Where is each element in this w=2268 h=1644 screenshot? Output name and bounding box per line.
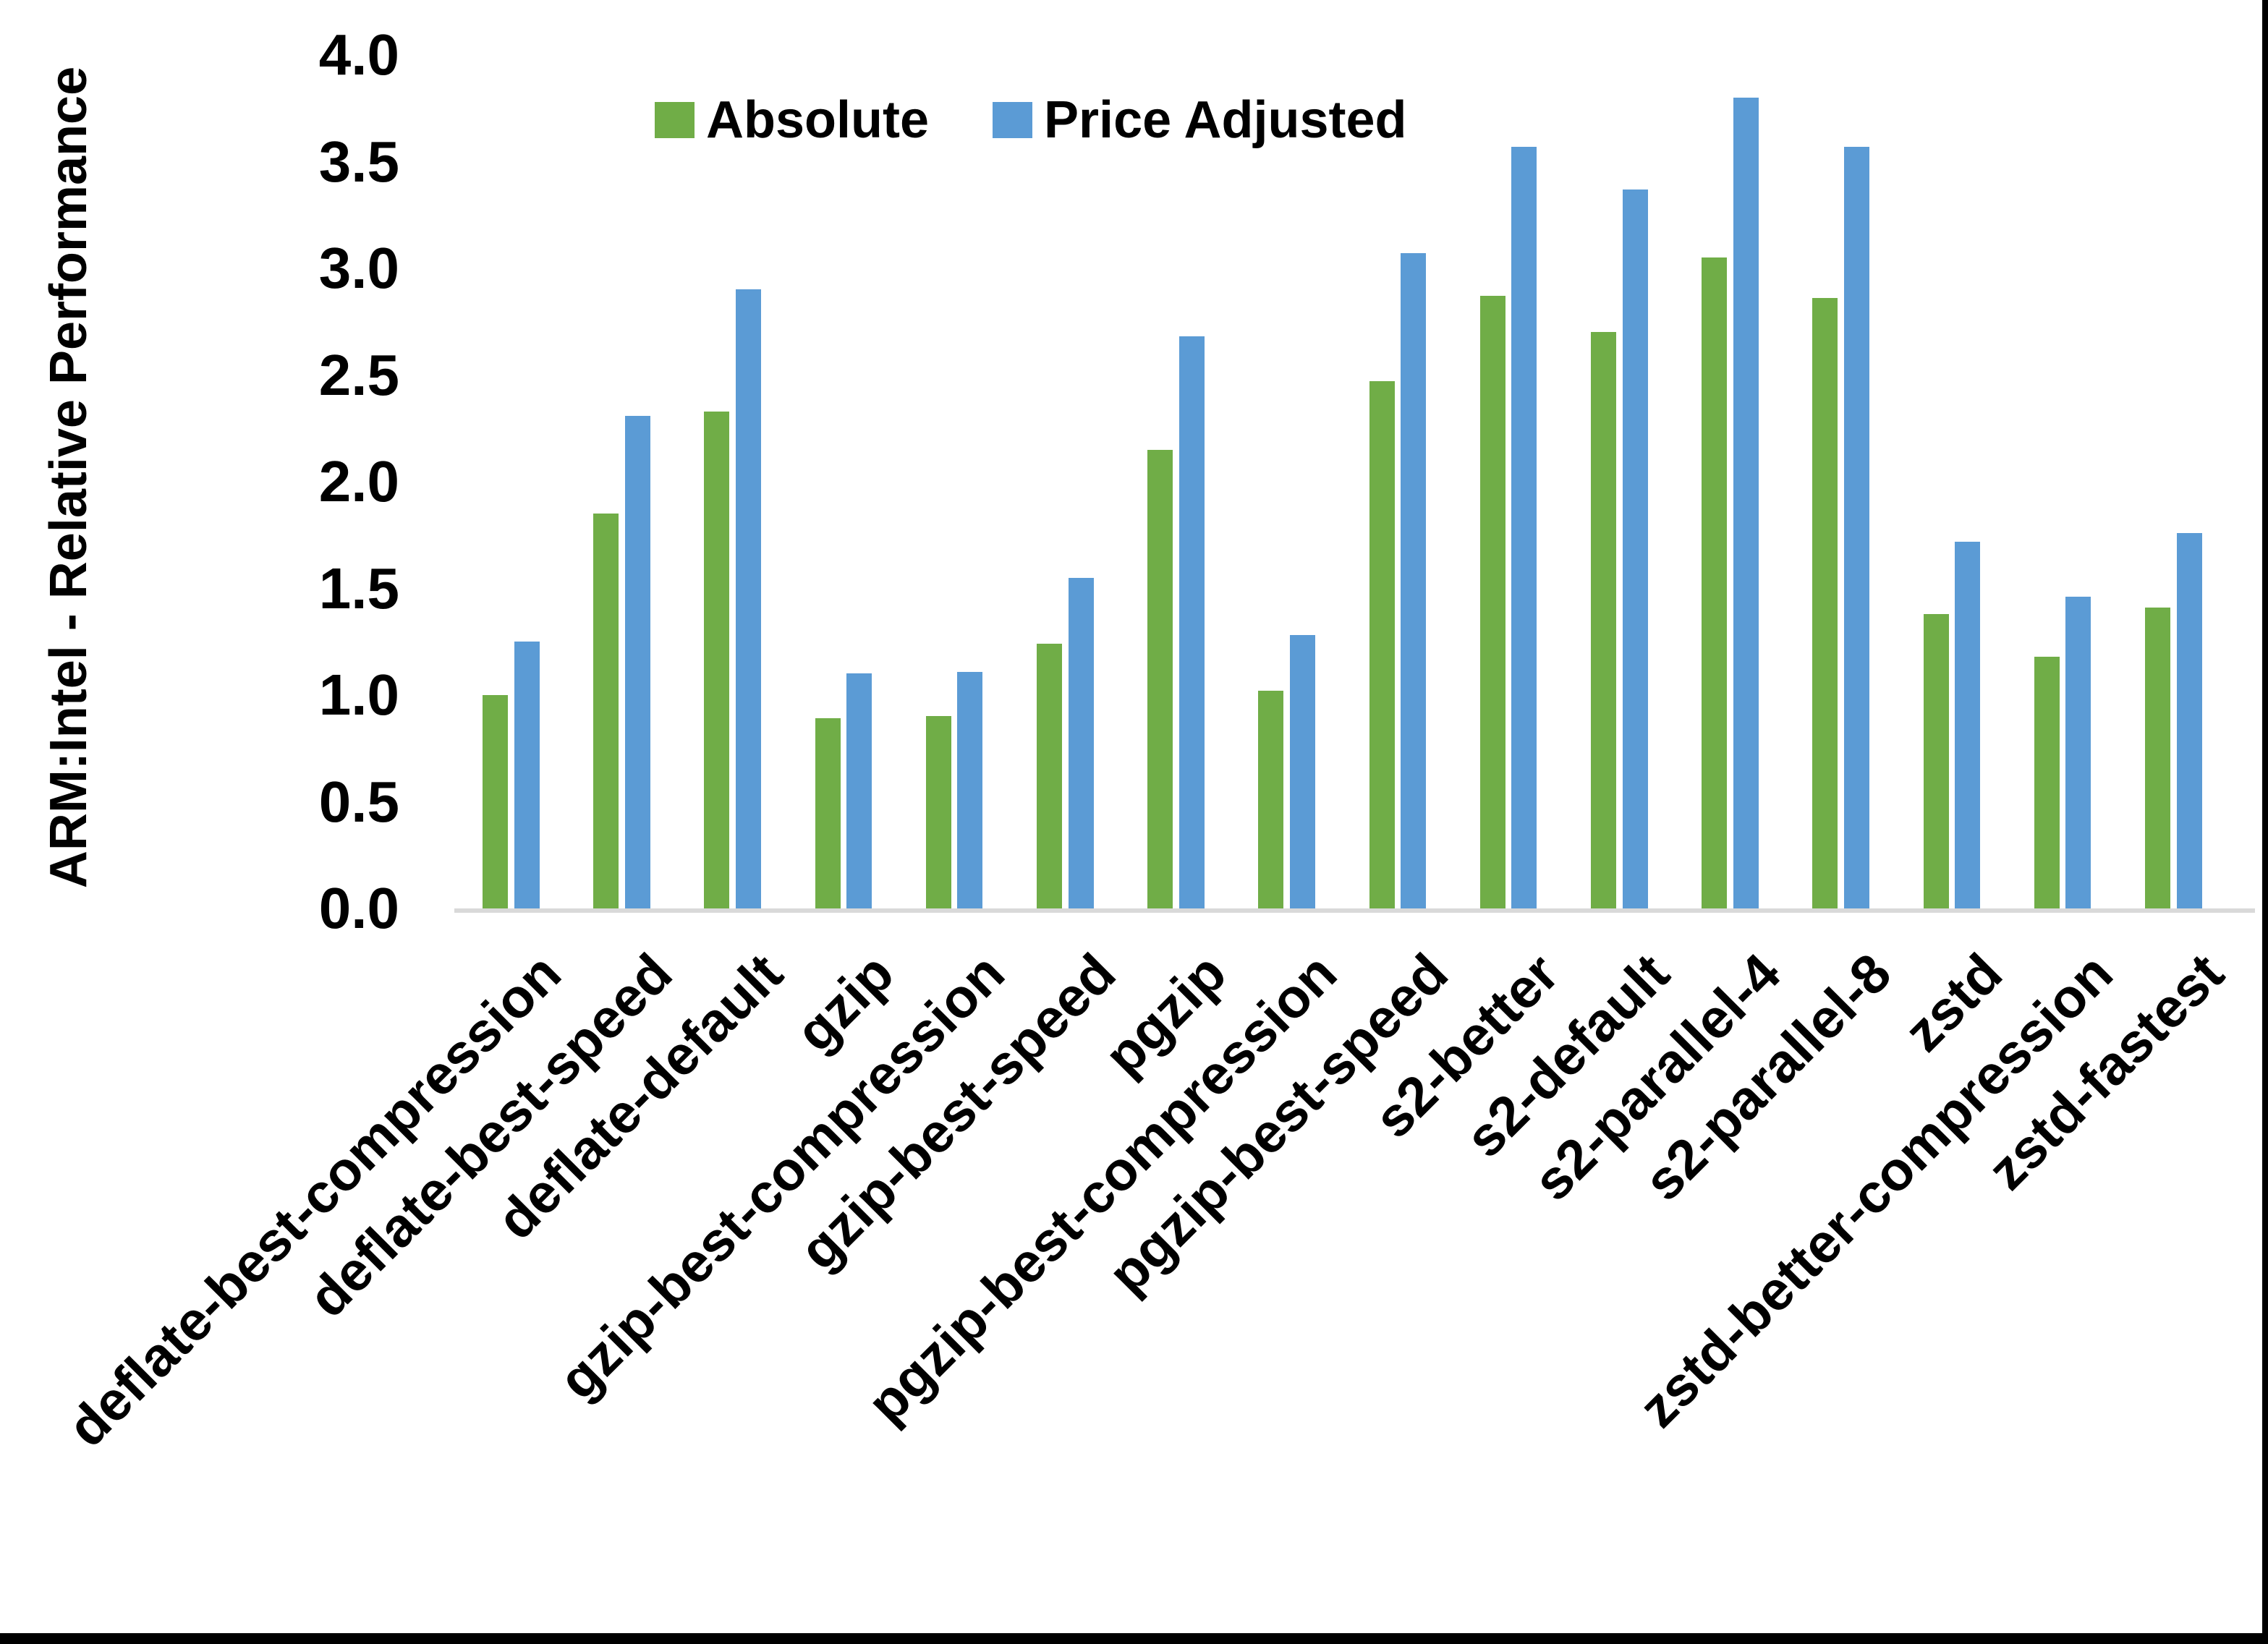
x-axis-baseline [454, 908, 2255, 913]
bar-absolute-zstd-better-compression [2034, 657, 2060, 908]
bar-absolute-zstd [1923, 614, 1949, 908]
legend-swatch-absolute-icon [655, 102, 695, 138]
bar-price-adjusted-s2-better [1511, 147, 1537, 908]
bar-absolute-pgzip-best-compression [1258, 691, 1284, 908]
bar-price-adjusted-s2-default [1622, 189, 1648, 908]
y-tick-label-3.5: 3.5 [318, 129, 399, 194]
y-tick-label-2.0: 2.0 [318, 449, 399, 514]
legend-swatch-price-adjusted-icon [993, 102, 1033, 138]
legend: Absolute Price Adjusted [655, 94, 1406, 146]
screenshot-border-bottom [0, 1633, 2268, 1644]
y-tick-label-3.0: 3.0 [318, 236, 399, 300]
bar-absolute-s2-parallel-8 [1812, 298, 1838, 908]
bar-absolute-gzip [815, 718, 841, 908]
screenshot-border-right [2262, 0, 2268, 1644]
bar-absolute-s2-parallel-4 [1702, 257, 1728, 908]
bar-absolute-gzip-best-speed [1037, 644, 1062, 908]
legend-label-price-adjusted: Price Adjusted [1044, 91, 1407, 149]
bar-price-adjusted-pgzip [1178, 336, 1205, 908]
y-tick-label-4.0: 4.0 [318, 22, 399, 87]
bar-price-adjusted-zstd-better-compression [2065, 597, 2091, 908]
y-tick-label-1.0: 1.0 [318, 663, 399, 727]
bar-absolute-deflate-default [704, 412, 730, 908]
bar-absolute-deflate-best-speed [593, 514, 619, 908]
bar-absolute-pgzip [1147, 450, 1173, 908]
bar-price-adjusted-gzip-best-speed [1068, 578, 1094, 908]
bar-price-adjusted-s2-parallel-4 [1733, 98, 1759, 908]
plot-area [454, 0, 2255, 908]
y-tick-label-0.5: 0.5 [318, 769, 399, 834]
bar-price-adjusted-deflate-default [735, 289, 761, 908]
bar-price-adjusted-s2-parallel-8 [1843, 147, 1869, 908]
bar-price-adjusted-deflate-best-speed [624, 416, 650, 908]
legend-item-price-adjusted: Price Adjusted [993, 94, 1406, 146]
y-tick-label-1.5: 1.5 [318, 555, 399, 621]
bar-absolute-deflate-best-compression [483, 695, 508, 908]
y-tick-label-2.5: 2.5 [318, 342, 399, 407]
bar-absolute-gzip-best-compression [925, 716, 951, 908]
bar-price-adjusted-gzip-best-compression [957, 672, 983, 908]
legend-item-absolute: Absolute [655, 94, 929, 146]
y-axis-title: ARM:Intel - Relative Performance [40, 66, 98, 889]
bar-price-adjusted-deflate-best-compression [514, 642, 540, 908]
bar-absolute-s2-better [1479, 296, 1505, 908]
bar-price-adjusted-zstd-fastest [2176, 533, 2202, 908]
bar-price-adjusted-pgzip-best-speed [1401, 253, 1427, 908]
bar-absolute-s2-default [1591, 332, 1616, 908]
bar-price-adjusted-zstd [1955, 542, 1981, 908]
bar-price-adjusted-pgzip-best-compression [1289, 635, 1315, 908]
bar-absolute-zstd-fastest [2145, 608, 2170, 908]
bar-price-adjusted-gzip [846, 673, 872, 908]
bar-absolute-pgzip-best-speed [1369, 381, 1395, 908]
y-tick-label-0.0: 0.0 [318, 876, 399, 940]
legend-label-absolute: Absolute [706, 91, 930, 149]
